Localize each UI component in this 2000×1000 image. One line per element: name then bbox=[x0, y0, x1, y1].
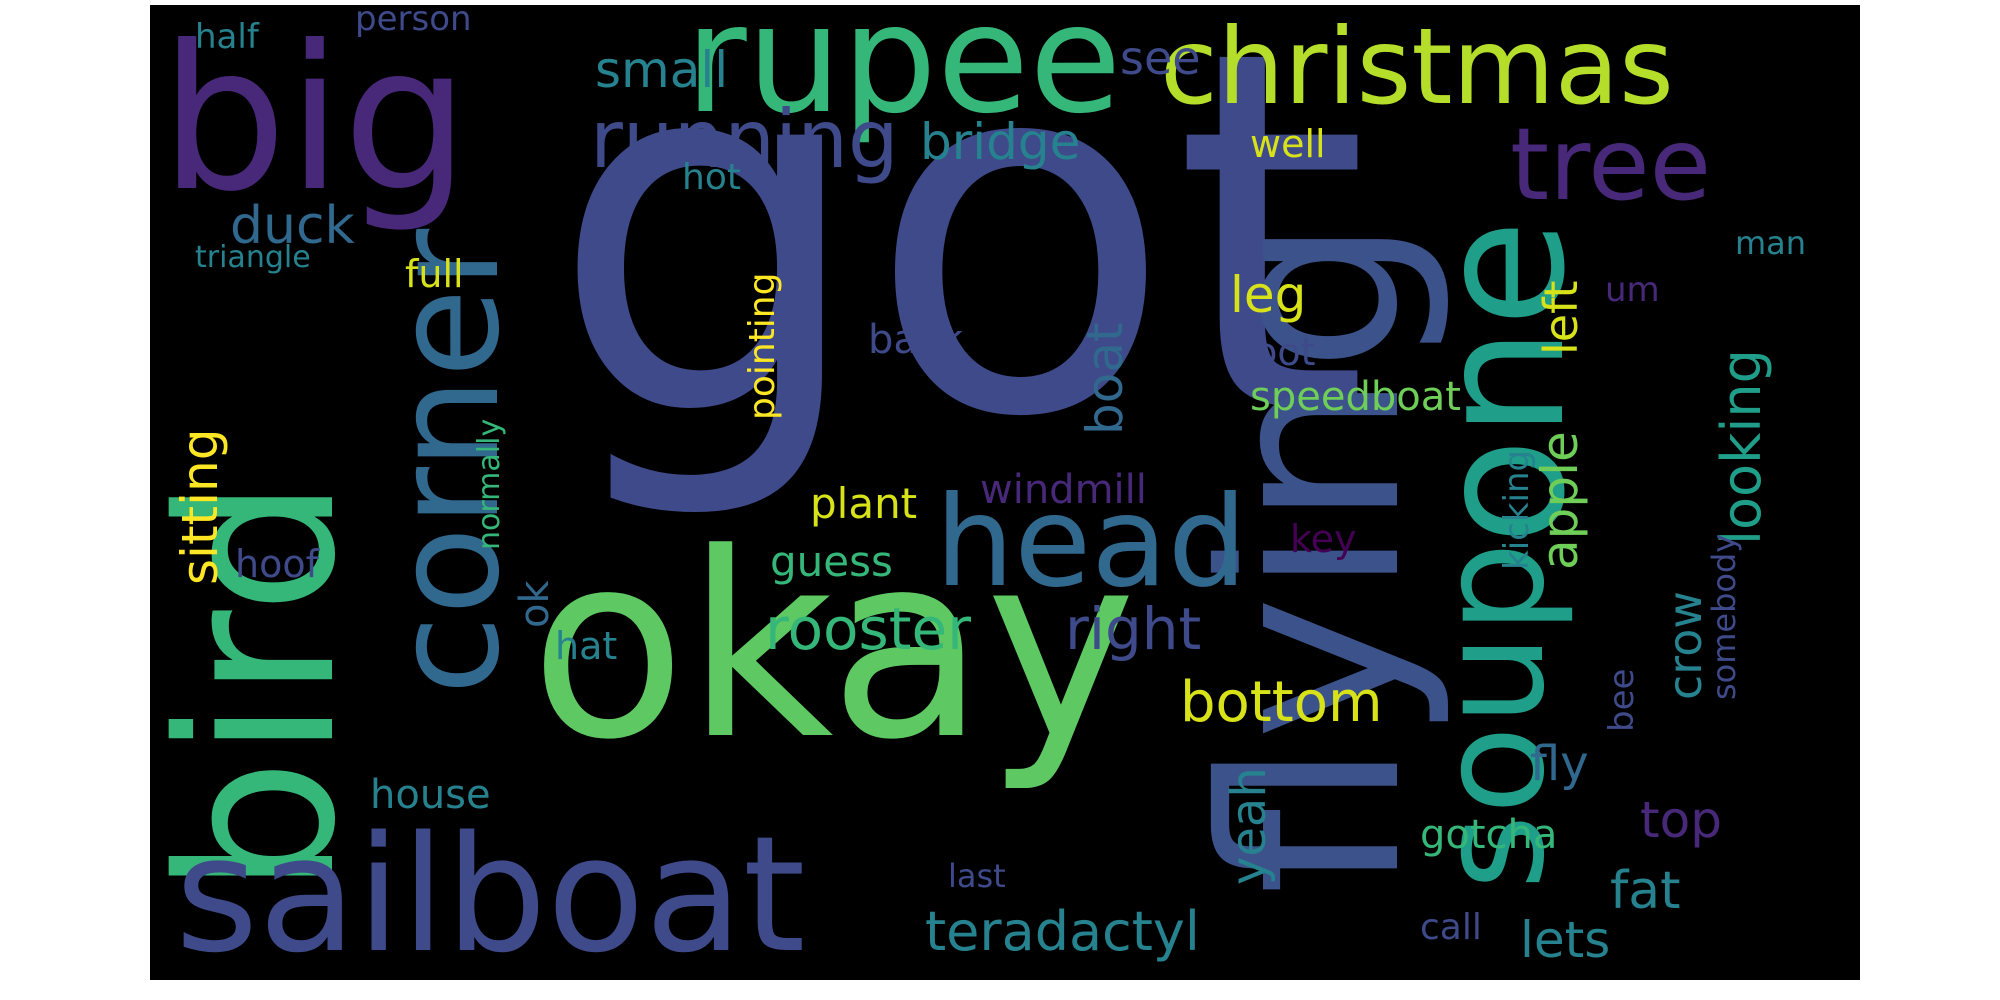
word-bee: bee bbox=[1602, 668, 1642, 732]
word-teradactyl: teradactyl bbox=[925, 900, 1200, 963]
word-kicking: kicking bbox=[1497, 449, 1537, 570]
word-hot: hot bbox=[682, 157, 741, 198]
word-lets: lets bbox=[1520, 911, 1611, 969]
word-yeah: yeah bbox=[1221, 767, 1277, 885]
word-guess: guess bbox=[770, 537, 893, 586]
word-big: big bbox=[160, 5, 470, 236]
word-speedboat: speedboat bbox=[1250, 374, 1461, 420]
word-gotcha: gotcha bbox=[1420, 812, 1558, 858]
word-ok: ok bbox=[512, 580, 558, 628]
word-tree: tree bbox=[1510, 106, 1712, 223]
word-boat: boat bbox=[1076, 322, 1134, 435]
word-back: back bbox=[868, 317, 964, 363]
word-head: head bbox=[935, 470, 1248, 615]
word-looking: looking bbox=[1710, 349, 1773, 545]
word-key: key bbox=[1290, 517, 1357, 561]
word-small: small bbox=[595, 41, 729, 99]
word-half: half bbox=[195, 17, 259, 57]
word-man: man bbox=[1735, 224, 1807, 262]
word-top: top bbox=[1640, 791, 1722, 849]
word-okay: okay bbox=[530, 499, 1137, 796]
word-triangle: triangle bbox=[195, 240, 311, 275]
word-leg: leg bbox=[1230, 266, 1307, 324]
word-house: house bbox=[370, 772, 491, 818]
word-left: left bbox=[1534, 280, 1588, 355]
word-rooster: rooster bbox=[765, 595, 972, 663]
word-pointing: pointing bbox=[742, 272, 783, 420]
word-sailboat: sailboat bbox=[175, 801, 806, 980]
word-got: got bbox=[550, 5, 1370, 526]
word-somebody: somebody bbox=[1705, 533, 1743, 700]
word-christmas: christmas bbox=[1160, 6, 1674, 128]
word-apple: apple bbox=[1531, 431, 1589, 570]
word-cloud: got okay flying bird big one sailboat co… bbox=[150, 5, 1860, 980]
word-boot: boot bbox=[1230, 330, 1316, 374]
word-call: call bbox=[1420, 907, 1482, 948]
word-normally: normally bbox=[472, 418, 507, 550]
word-bottom: bottom bbox=[1180, 670, 1383, 735]
word-duck: duck bbox=[230, 196, 355, 256]
word-fat: fat bbox=[1610, 861, 1681, 921]
word-plant: plant bbox=[810, 479, 918, 528]
word-well: well bbox=[1250, 122, 1326, 166]
word-hat: hat bbox=[555, 624, 618, 668]
word-rupee: rupee bbox=[685, 5, 1122, 147]
word-hoof: hoof bbox=[235, 542, 319, 586]
word-running: running bbox=[590, 93, 899, 186]
word-person: person bbox=[355, 5, 472, 39]
word-sitting: sitting bbox=[171, 428, 229, 585]
word-crow: crow bbox=[1658, 591, 1712, 700]
word-um: um bbox=[1605, 270, 1660, 310]
word-right: right bbox=[1065, 595, 1202, 663]
word-see: see bbox=[1120, 31, 1201, 85]
word-full: full bbox=[405, 252, 464, 296]
word-last: last bbox=[948, 857, 1006, 895]
word-bridge: bridge bbox=[920, 113, 1081, 171]
word-windmill: windmill bbox=[980, 467, 1147, 513]
word-fly: fly bbox=[1530, 736, 1589, 792]
